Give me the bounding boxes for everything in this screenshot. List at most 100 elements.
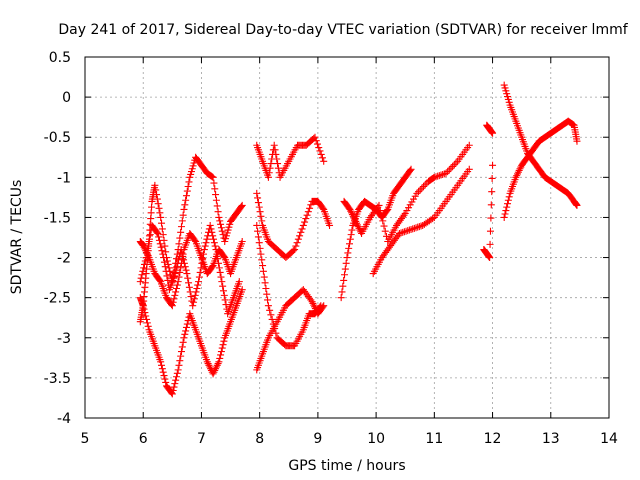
data-point (415, 223, 423, 231)
data-point (177, 264, 185, 272)
data-point (155, 204, 163, 212)
data-point (488, 174, 496, 182)
data-point (180, 256, 188, 264)
data-point (266, 164, 274, 172)
data-point (198, 259, 206, 267)
data-point (412, 224, 420, 232)
data-point (264, 296, 272, 304)
data-point (218, 227, 226, 235)
data-point (346, 235, 354, 243)
data-point (157, 358, 165, 366)
data-point (160, 254, 168, 262)
data-point (442, 169, 450, 177)
data-point (405, 226, 413, 234)
y-tick-label: 0.5 (49, 50, 71, 66)
data-point (516, 165, 524, 173)
data-point (407, 225, 415, 233)
data-point (161, 242, 169, 250)
data-point (450, 161, 458, 169)
data-point (504, 196, 512, 204)
data-point (173, 281, 181, 289)
data-point (487, 201, 495, 209)
data-point (207, 172, 215, 180)
data-point (210, 239, 218, 247)
data-point (301, 218, 309, 226)
data-point (162, 378, 170, 386)
data-point (220, 337, 228, 345)
data-point (345, 244, 353, 252)
data-point (139, 302, 147, 310)
data-point (376, 207, 384, 215)
series-track-9 (337, 165, 415, 302)
data-point (255, 239, 263, 247)
data-point (238, 286, 246, 294)
y-tick-label: -4 (57, 411, 71, 427)
data-point (156, 240, 164, 248)
x-tick-label: 7 (197, 431, 206, 447)
data-point (219, 287, 227, 295)
data-point (152, 186, 160, 194)
data-point (380, 222, 388, 230)
data-point (179, 252, 187, 260)
data-point (176, 268, 184, 276)
data-point (169, 386, 177, 394)
data-point (309, 299, 317, 307)
data-point (266, 306, 274, 314)
data-point (219, 341, 227, 349)
data-point (270, 141, 278, 149)
data-point (420, 183, 428, 191)
data-point (487, 214, 495, 222)
data-point (264, 302, 272, 310)
data-point (274, 160, 282, 168)
data-point (177, 348, 185, 356)
data-point (158, 365, 166, 373)
data-point (139, 242, 147, 250)
y-axis-label: SDTVAR / TECUs (9, 180, 25, 295)
data-point (219, 282, 227, 290)
data-point (304, 208, 312, 216)
data-point (208, 263, 216, 271)
data-point (184, 183, 192, 191)
data-point (191, 291, 199, 299)
series-track-14 (500, 81, 581, 209)
data-point (178, 343, 186, 351)
x-tick-label: 6 (139, 431, 148, 447)
data-point (504, 200, 512, 208)
data-point (171, 291, 179, 299)
data-point (348, 209, 356, 217)
data-point (445, 166, 453, 174)
data-point (161, 375, 169, 383)
series-track-15 (500, 117, 581, 221)
data-point (208, 173, 216, 181)
data-point (416, 186, 424, 194)
data-point (514, 168, 522, 176)
data-point (160, 258, 168, 266)
data-point (195, 278, 203, 286)
data-point (294, 235, 302, 243)
series-track-4 (136, 221, 243, 318)
data-point (140, 305, 148, 313)
data-point (218, 278, 226, 286)
data-point (260, 273, 268, 281)
data-point (421, 181, 429, 189)
data-point (261, 279, 269, 287)
data-point (292, 242, 300, 250)
data-point (514, 170, 522, 178)
data-point (196, 268, 204, 276)
data-point (159, 250, 167, 258)
data-point (341, 271, 349, 279)
data-point (449, 162, 457, 170)
data-point (145, 240, 153, 248)
data-point (172, 288, 180, 296)
data-point (352, 217, 360, 225)
data-point (505, 193, 513, 201)
data-point (146, 231, 154, 239)
data-point (255, 203, 263, 211)
data-point (308, 298, 316, 306)
data-point (444, 168, 452, 176)
y-tick-label: -2 (57, 251, 71, 267)
data-point (326, 221, 334, 229)
series-track-8 (253, 133, 328, 181)
data-point (212, 363, 220, 371)
data-point (402, 227, 410, 235)
